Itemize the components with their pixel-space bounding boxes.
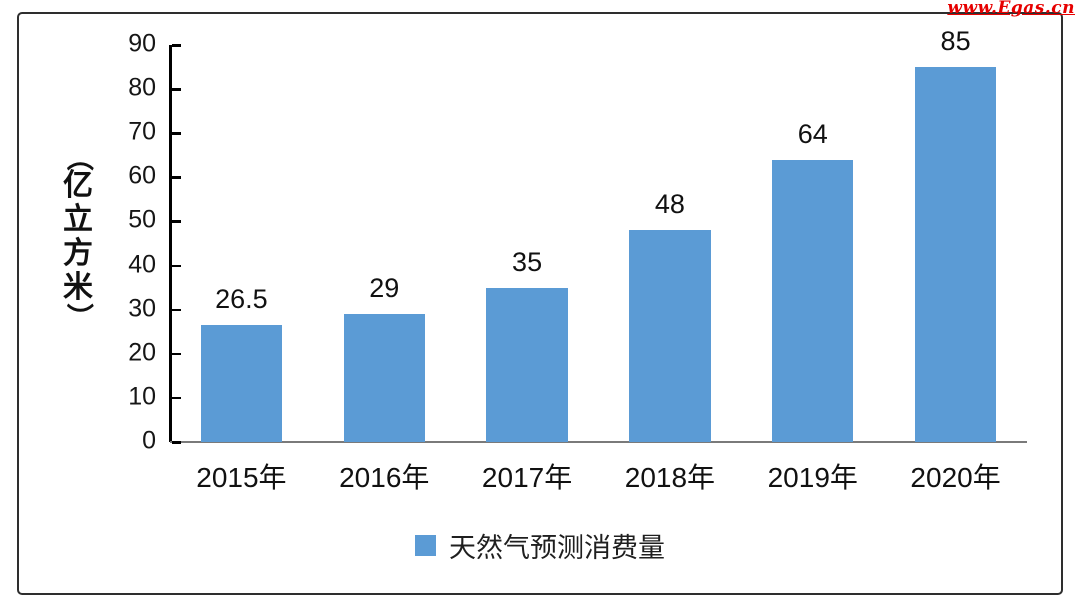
bar bbox=[772, 159, 854, 442]
y-tick bbox=[172, 308, 181, 312]
bar bbox=[629, 230, 711, 442]
legend: 天然气预测消费量 bbox=[0, 529, 1080, 563]
y-tick bbox=[172, 88, 181, 91]
bar-value-label: 48 bbox=[654, 189, 685, 220]
y-tick-label: 90 bbox=[128, 29, 156, 58]
plot-area: 0 10 20 30 40 50 60 70 80 90 26.5 29 35 48 64 85 2015年… bbox=[128, 26, 1027, 493]
bar-value-label: 35 bbox=[512, 246, 543, 277]
bar-value-label: 85 bbox=[940, 26, 971, 57]
y-tick-label: 60 bbox=[128, 161, 156, 190]
watermark: www.Egas.cn bbox=[947, 0, 1075, 18]
x-tick-label: 2017年 bbox=[481, 462, 573, 493]
y-tick bbox=[172, 176, 181, 179]
bar-value-label: 29 bbox=[369, 273, 400, 304]
chart-border bbox=[17, 12, 1063, 595]
y-axis-title-char: 米 bbox=[63, 270, 93, 304]
y-tick bbox=[172, 220, 181, 223]
y-axis-title-char: （ bbox=[63, 143, 94, 171]
x-tick-label: 2018年 bbox=[624, 462, 716, 493]
y-tick-label: 20 bbox=[128, 338, 156, 367]
y-tick-label: 50 bbox=[128, 205, 156, 234]
y-axis-title-char: 亿 bbox=[63, 168, 93, 202]
y-tick bbox=[172, 352, 181, 356]
y-tick bbox=[172, 264, 181, 268]
y-tick-label: 10 bbox=[128, 382, 156, 411]
y-tick-label: 0 bbox=[142, 426, 156, 455]
x-tick-label: 2019年 bbox=[767, 462, 858, 493]
legend-label: 天然气预测消费量 bbox=[449, 532, 665, 563]
y-tick-label: 70 bbox=[128, 117, 156, 146]
y-tick bbox=[172, 132, 181, 135]
bar bbox=[914, 67, 997, 442]
bar-value-label: 26.5 bbox=[215, 284, 268, 315]
y-axis-title-char: 方 bbox=[63, 236, 93, 270]
y-axis-title: （亿立方米） bbox=[56, 143, 100, 330]
bar bbox=[486, 287, 568, 442]
x-tick-label: 2020年 bbox=[910, 462, 1001, 493]
y-tick-label: 80 bbox=[128, 73, 156, 102]
y-tick bbox=[172, 396, 181, 400]
y-tick bbox=[172, 44, 181, 47]
y-tick bbox=[172, 441, 181, 444]
legend-swatch bbox=[415, 534, 436, 556]
x-tick-label: 2015年 bbox=[196, 462, 287, 493]
y-axis-title-char: ） bbox=[63, 302, 94, 330]
bar-value-label: 64 bbox=[797, 118, 828, 149]
bar bbox=[343, 314, 425, 442]
y-tick-label: 30 bbox=[128, 293, 156, 322]
x-tick-label: 2016年 bbox=[339, 462, 430, 493]
y-axis-title-char: 立 bbox=[63, 202, 93, 236]
x-axis-line bbox=[170, 441, 1027, 443]
bar bbox=[200, 325, 283, 442]
y-tick-label: 40 bbox=[128, 249, 156, 278]
y-axis-line bbox=[169, 45, 172, 442]
